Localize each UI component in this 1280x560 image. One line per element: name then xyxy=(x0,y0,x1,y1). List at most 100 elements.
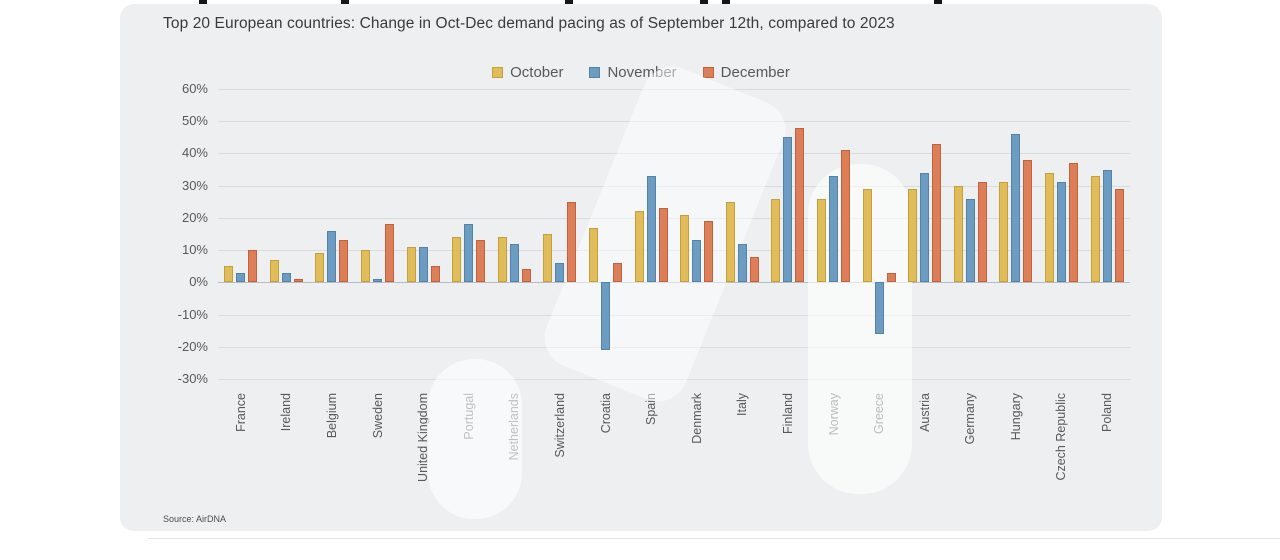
bar-october xyxy=(315,253,325,283)
x-label-slot: Norway xyxy=(811,385,857,527)
bar-december xyxy=(1023,159,1033,283)
bar-december xyxy=(567,201,577,283)
x-axis-label: Belgium xyxy=(324,393,339,439)
bar-group xyxy=(674,89,720,379)
x-axis-label: Denmark xyxy=(689,393,704,444)
y-tick-label: 20% xyxy=(181,209,208,225)
bar-group xyxy=(400,89,446,379)
x-label-slot: Portugal xyxy=(446,385,492,527)
y-tick-label: 50% xyxy=(181,113,208,129)
x-axis-label: Ireland xyxy=(279,393,294,432)
bar-november xyxy=(418,246,428,283)
x-axis-label: Sweden xyxy=(370,393,385,439)
bar-october xyxy=(1044,172,1054,283)
y-tick-label: 40% xyxy=(181,145,208,161)
x-label-slot: Germany xyxy=(948,385,994,527)
legend-item: November xyxy=(589,64,677,81)
bar-november xyxy=(1056,182,1066,283)
bar-december xyxy=(795,127,805,283)
legend-label: December xyxy=(720,64,790,81)
x-label-slot: Czech Republic xyxy=(1039,385,1085,527)
x-axis-label: Croatia xyxy=(598,393,613,434)
bar-group xyxy=(948,89,994,379)
y-tick-label: -10% xyxy=(177,306,208,322)
x-axis-label: Norway xyxy=(826,393,841,436)
bar-december xyxy=(430,266,440,283)
bar-november xyxy=(783,137,793,283)
y-tick-label: 0% xyxy=(189,274,208,290)
x-axis-label: Austria xyxy=(917,393,932,432)
bar-november xyxy=(373,279,383,283)
bar-november xyxy=(601,282,611,350)
bar-october xyxy=(634,211,644,283)
cropped-heading-fragment xyxy=(722,0,730,7)
bar-group xyxy=(720,89,766,379)
bar-october xyxy=(725,201,735,283)
y-tick-label: -30% xyxy=(177,371,208,386)
bar-october xyxy=(452,237,462,283)
bar-october xyxy=(908,188,918,283)
legend-item: December xyxy=(702,64,790,81)
bar-november xyxy=(646,176,656,283)
x-axis-label: Italy xyxy=(735,393,750,416)
x-label-slot: France xyxy=(218,385,264,527)
bar-november xyxy=(965,198,975,283)
bar-october xyxy=(953,185,963,283)
x-label-slot: Spain xyxy=(628,385,674,527)
x-axis-label: Hungary xyxy=(1008,393,1023,441)
bar-group xyxy=(1039,89,1085,379)
bar-november xyxy=(327,230,337,283)
x-label-slot: Hungary xyxy=(993,385,1039,527)
bar-november xyxy=(555,263,565,283)
bar-october xyxy=(406,246,416,283)
bar-group xyxy=(537,89,583,379)
x-axis-label: Switzerland xyxy=(552,393,567,458)
bar-group xyxy=(902,89,948,379)
bar-december xyxy=(977,182,987,283)
bar-october xyxy=(269,259,279,283)
x-label-slot: Greece xyxy=(856,385,902,527)
bar-october xyxy=(1090,176,1100,283)
legend-swatch xyxy=(492,67,504,78)
bar-december xyxy=(932,143,942,283)
chart-subtitle: Top 20 European countries: Change in Oct… xyxy=(163,15,895,32)
bar-november xyxy=(874,282,884,334)
bar-december xyxy=(248,250,258,283)
bar-october xyxy=(862,188,872,283)
bar-december xyxy=(613,263,623,283)
bar-groups xyxy=(218,89,1130,379)
x-label-slot: Poland xyxy=(1084,385,1130,527)
bar-group xyxy=(628,89,674,379)
x-axis-label: France xyxy=(233,393,248,432)
bar-group xyxy=(492,89,538,379)
bar-group xyxy=(765,89,811,379)
bar-october xyxy=(999,182,1009,283)
bar-november xyxy=(1102,169,1112,283)
bar-december xyxy=(704,221,714,283)
bar-november xyxy=(920,172,930,283)
y-tick-label: 60% xyxy=(181,81,208,96)
x-label-slot: Ireland xyxy=(264,385,310,527)
x-axis-label: Finland xyxy=(780,393,795,434)
x-axis-label: Poland xyxy=(1100,393,1115,432)
bar-december xyxy=(658,208,668,283)
y-tick-label: 10% xyxy=(181,242,208,258)
chart-legend: October November December xyxy=(120,64,1162,81)
bar-group xyxy=(446,89,492,379)
bar-group xyxy=(264,89,310,379)
source-note: Source: AirDNA xyxy=(163,514,227,524)
x-label-slot: Denmark xyxy=(674,385,720,527)
x-label-slot: Netherlands xyxy=(492,385,538,527)
bar-december xyxy=(293,279,303,283)
bar-december xyxy=(1068,163,1078,283)
legend-label: October xyxy=(510,64,564,81)
bar-group xyxy=(218,89,264,379)
bar-group xyxy=(856,89,902,379)
bar-october xyxy=(817,198,827,283)
bar-december xyxy=(521,269,531,283)
x-label-slot: Finland xyxy=(765,385,811,527)
bar-group xyxy=(993,89,1039,379)
x-axis-label: Netherlands xyxy=(507,393,522,461)
cropped-heading-fragment xyxy=(341,0,349,7)
x-axis-label: Germany xyxy=(963,393,978,445)
